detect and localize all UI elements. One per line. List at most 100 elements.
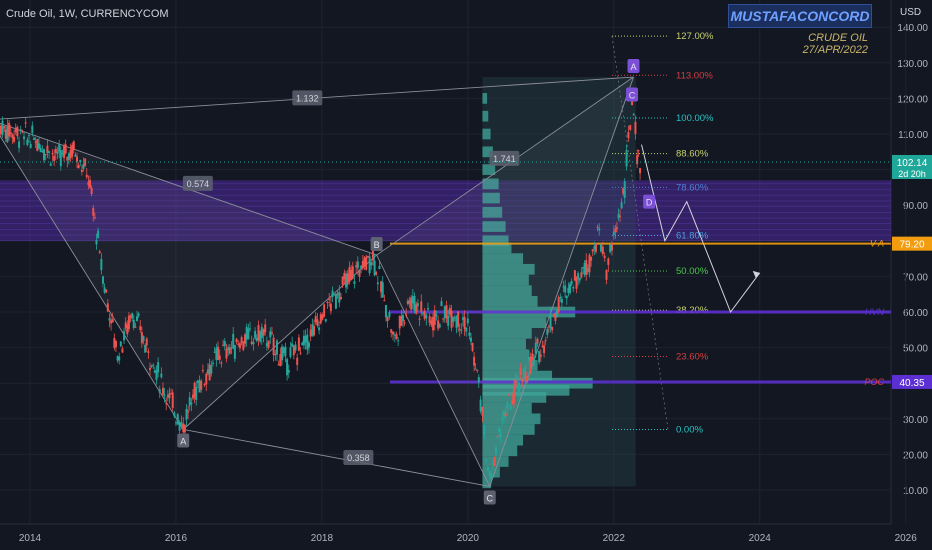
candle-body — [547, 326, 550, 328]
candle-body — [365, 256, 368, 270]
candle-body — [323, 304, 326, 317]
candle-body — [51, 153, 54, 155]
candle-body — [176, 414, 179, 425]
candle-body — [343, 272, 346, 280]
candle-body — [524, 371, 527, 382]
candle-body — [240, 337, 243, 343]
y-tick-label: 70.00 — [903, 272, 928, 283]
candle-body — [93, 217, 96, 219]
y-tick-label: 30.00 — [903, 415, 928, 426]
candle-body — [279, 354, 282, 367]
candle-body — [80, 169, 83, 172]
candle-body — [336, 293, 339, 296]
candle-body — [76, 156, 79, 162]
candle-body — [103, 287, 106, 293]
candle-body — [339, 296, 342, 299]
candle-body — [110, 320, 113, 324]
candle-body — [381, 282, 384, 298]
volume-profile-bar — [482, 274, 529, 286]
price-tag-box — [892, 154, 932, 179]
candle-body — [21, 131, 24, 133]
candle-body — [46, 145, 49, 153]
candle-body — [600, 244, 603, 252]
candle-body — [235, 338, 238, 343]
candle-body — [581, 267, 584, 269]
candle-body — [79, 159, 82, 163]
candle-body — [425, 315, 428, 319]
candle-body — [506, 402, 509, 409]
candle-body — [89, 179, 92, 188]
candle-body — [588, 254, 591, 273]
price-tag-countdown: 2d 20h — [898, 169, 926, 179]
fib-trend-line — [611, 36, 669, 430]
candle-body — [458, 328, 461, 330]
candle-body — [625, 150, 628, 167]
candle-body — [63, 145, 66, 158]
candle-body — [230, 347, 233, 349]
candle-body — [358, 269, 361, 277]
candle-body — [594, 243, 597, 252]
candle-body — [225, 348, 228, 359]
candle-body — [23, 136, 26, 140]
ratio-label-box — [182, 175, 213, 191]
pattern-point-label: A — [630, 62, 636, 72]
candle-body — [636, 155, 639, 165]
candle-body — [598, 228, 601, 231]
volume-profile-bar — [482, 206, 503, 218]
candle-body — [0, 125, 2, 134]
candle-body — [272, 337, 275, 355]
candle-body — [393, 334, 396, 336]
candle-body — [200, 380, 203, 390]
candle-body — [267, 340, 270, 348]
candle-body — [66, 156, 69, 161]
candle-body — [573, 270, 576, 281]
candle-body — [255, 337, 258, 341]
candle-body — [519, 367, 522, 376]
price-tag-value: 79.20 — [899, 240, 924, 251]
candle-body — [460, 330, 463, 332]
candle-body — [556, 309, 559, 318]
candle-body — [601, 246, 604, 255]
candle-body — [328, 298, 331, 300]
candle-body — [208, 364, 211, 381]
candle-body — [639, 168, 642, 174]
candle-body — [541, 345, 544, 347]
candle-body — [528, 356, 531, 361]
brand-badge: MUSTAFACONCORD — [728, 4, 872, 28]
candle-body — [26, 139, 29, 145]
candle-body — [54, 148, 57, 154]
candle-body — [531, 353, 534, 360]
candle-body — [157, 362, 160, 373]
candle-body — [538, 351, 541, 363]
candle-body — [193, 382, 196, 398]
candle-body — [3, 126, 6, 129]
candle-body — [44, 153, 47, 156]
volume-profile-bar — [482, 285, 532, 296]
candle-body — [242, 341, 245, 350]
x-tick-label: 2020 — [457, 533, 480, 544]
candle-body — [437, 320, 440, 329]
candle-body — [196, 380, 199, 383]
candle-body — [498, 428, 501, 432]
candle-body — [397, 340, 400, 342]
candle-body — [353, 281, 356, 284]
candle-body — [113, 337, 116, 348]
candle-body — [485, 459, 488, 461]
x-tick-label: 2022 — [603, 533, 626, 544]
candle-body — [77, 165, 80, 169]
candle-body — [432, 316, 435, 331]
candle-body — [440, 301, 443, 307]
candle-body — [430, 320, 433, 326]
candle-body — [348, 267, 351, 283]
candle-body — [390, 329, 393, 333]
volume-profile-bar — [482, 328, 532, 339]
candle-body — [287, 370, 290, 373]
candle-body — [575, 277, 578, 289]
candle-body — [351, 266, 354, 279]
candle-body — [356, 261, 359, 269]
candle-body — [612, 231, 615, 236]
candle-body — [596, 226, 599, 228]
candle-body — [71, 145, 74, 157]
volume-profile-bar — [482, 477, 492, 489]
